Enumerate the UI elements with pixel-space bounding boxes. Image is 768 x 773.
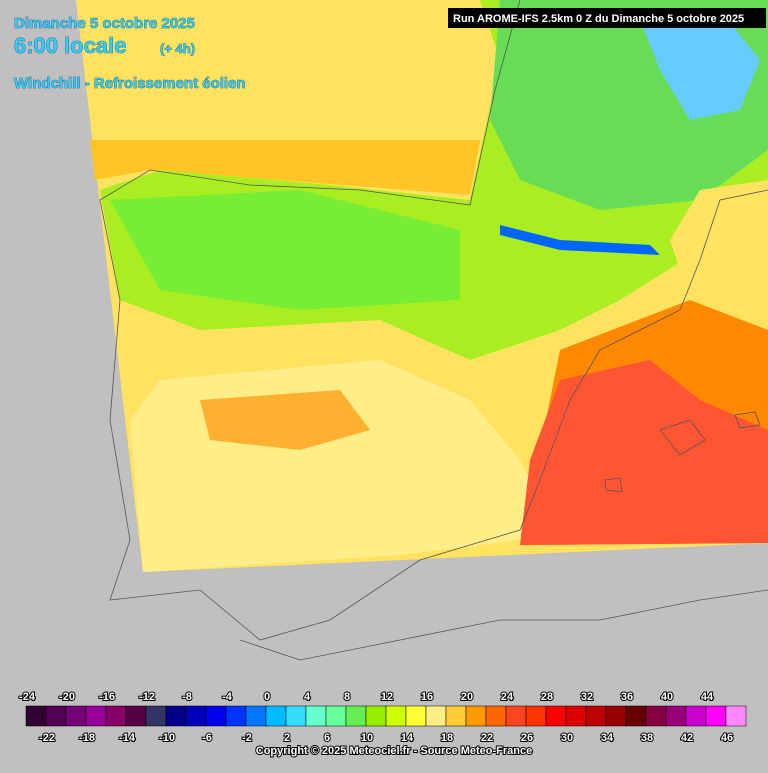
legend-label: 4 [304,691,311,703]
legend-label: -18 [79,732,95,744]
legend-swatch [305,705,327,727]
coastlines [99,0,768,661]
legend-swatch [405,705,427,727]
legend-label: 36 [621,691,633,703]
legend-swatch [245,705,267,727]
legend-label: 32 [581,691,593,703]
legend-label: 30 [561,732,573,744]
legend-label: 20 [461,691,473,703]
legend-label: 38 [641,732,653,744]
legend-label: 26 [521,732,533,744]
legend-label: 24 [501,691,514,703]
model-field [76,0,768,572]
legend-label: 18 [441,732,453,744]
legend-swatch [465,705,487,727]
legend-label: 22 [481,732,493,744]
legend-label: 46 [721,732,733,744]
legend-label: 12 [381,691,393,703]
time-title: 6:00 locale [14,33,127,58]
legend-swatch [645,705,667,727]
legend-label: 2 [284,732,290,744]
legend-label: 34 [601,732,614,744]
legend-swatch [185,705,207,727]
offset: (+ 4h) [160,41,195,56]
legend-swatch [665,705,687,727]
legend-swatch [545,705,567,727]
legend-label: 44 [701,691,714,703]
legend-swatch [345,705,367,727]
legend-label: -2 [242,732,252,744]
copyright: Copyright © 2025 Meteociel.fr - Source M… [256,745,532,757]
legend-swatch [485,705,507,727]
legend-swatch [385,705,407,727]
legend-label: -10 [159,732,175,744]
legend-swatch [685,705,707,727]
legend-label: 10 [361,732,373,744]
legend-label: 0 [264,691,270,703]
legend-label: -6 [202,732,212,744]
legend-swatch [85,705,107,727]
legend-label: -14 [119,732,136,744]
legend-swatch [145,705,167,727]
legend-swatch [265,705,287,727]
legend-swatch [165,705,187,727]
legend-swatch [105,705,127,727]
legend-swatch [365,705,387,727]
legend: -24-22-20-18-16-14-12-10-8-6-4-202468101… [18,690,747,745]
legend-label: -20 [59,691,75,703]
run-info: Run AROME-IFS 2.5km 0 Z du Dimanche 5 oc… [453,13,744,25]
legend-label: 42 [681,732,693,744]
date-title: Dimanche 5 octobre 2025 [14,15,195,32]
legend-label: 40 [661,691,673,703]
legend-label: 28 [541,691,553,703]
legend-swatch [225,705,247,727]
legend-swatch [285,705,307,727]
legend-swatch [445,705,467,727]
legend-swatch [605,705,627,727]
legend-label: -16 [99,691,115,703]
run-box [448,8,766,28]
legend-swatch [585,705,607,727]
legend-swatch [525,705,547,727]
legend-label: -22 [39,732,55,744]
legend-label: 14 [401,732,414,744]
legend-swatch [705,705,727,727]
legend-swatch [65,705,87,727]
legend-swatch [725,705,747,727]
legend-swatch [625,705,647,727]
legend-label: -8 [182,691,192,703]
legend-swatch [45,705,67,727]
legend-swatch [205,705,227,727]
legend-label: -24 [19,691,36,703]
legend-swatch [505,705,527,727]
legend-swatch [325,705,347,727]
legend-label: -12 [139,691,155,703]
legend-label: 6 [324,732,330,744]
legend-swatch [25,705,47,727]
parameter: Windchill - Refroissement éolien [14,75,246,92]
legend-swatch [125,705,147,727]
legend-label: 8 [344,691,350,703]
legend-swatch [565,705,587,727]
legend-label: -4 [222,691,233,703]
legend-swatch [425,705,447,727]
legend-label: 16 [421,691,433,703]
